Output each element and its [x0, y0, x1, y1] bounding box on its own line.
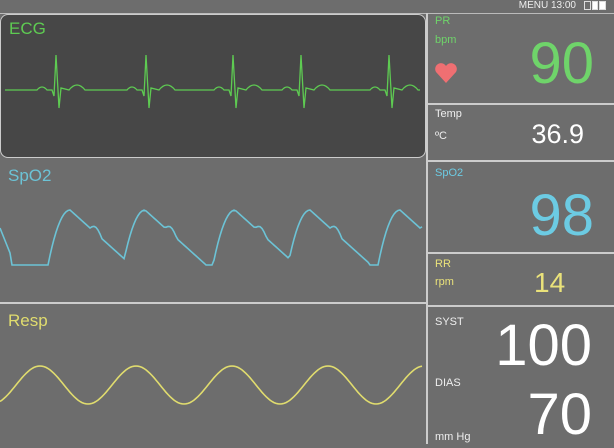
temp-panel[interactable]: Temp ºC 36.9 — [428, 105, 614, 160]
divider — [428, 252, 614, 254]
spo2-panel[interactable]: SpO2 98 — [428, 162, 614, 252]
waveforms — [0, 54, 423, 405]
syst-value: 100 — [495, 313, 592, 378]
resp-waveform — [0, 365, 423, 405]
dias-value: 70 — [527, 382, 592, 447]
menu-button[interactable]: MENU 13:00 — [519, 0, 576, 11]
divider — [428, 305, 614, 307]
menu-label: MENU — [518, 0, 549, 11]
rr-panel[interactable]: RR rpm 14 — [428, 254, 614, 305]
spo2-wave-label: SpO2 — [8, 166, 52, 185]
bp-unit: mm Hg — [435, 431, 471, 443]
ecg-waveform — [5, 54, 420, 109]
temp-value: 36.9 — [531, 119, 584, 149]
ecg-panel: ECG — [0, 14, 426, 158]
divider — [428, 103, 614, 105]
pr-unit: bpm — [435, 34, 457, 46]
pr-value: 90 — [529, 31, 594, 96]
pr-label: PR — [435, 15, 451, 27]
divider — [428, 160, 614, 162]
temp-label: Temp — [435, 108, 462, 120]
ecg-label: ECG — [9, 19, 46, 38]
clock: 13:00 — [550, 0, 576, 11]
rr-value: 14 — [534, 267, 566, 298]
resp-wave-label: Resp — [8, 311, 48, 330]
spo2-value: 98 — [529, 183, 594, 248]
temp-unit: ºC — [435, 130, 447, 142]
syst-label: SYST — [435, 316, 464, 328]
spo2-label: SpO2 — [435, 167, 464, 179]
bp-panel[interactable]: SYST 100 DIAS 70 mm Hg — [428, 307, 614, 447]
pr-panel[interactable]: PR bpm 90 — [428, 14, 614, 103]
status-bar: MENU 13:00 — [0, 0, 614, 14]
divider — [0, 302, 426, 304]
divider — [426, 13, 428, 444]
heart-icon — [435, 63, 457, 83]
spo2-waveform — [0, 209, 423, 266]
rr-unit: rpm — [435, 276, 454, 288]
rr-label: RR — [435, 258, 451, 270]
dias-label: DIAS — [435, 377, 461, 389]
battery-icon — [584, 1, 607, 10]
